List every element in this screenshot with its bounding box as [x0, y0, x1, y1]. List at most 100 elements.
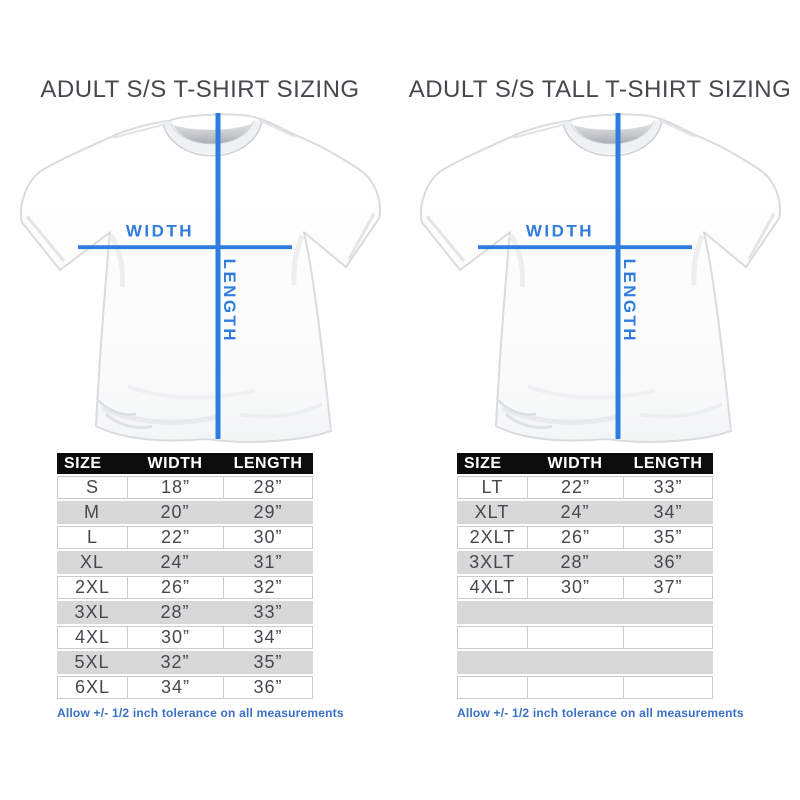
table-cell: 28”: [223, 476, 313, 499]
table-cell: 24”: [127, 551, 223, 574]
table-cell: 30”: [223, 526, 313, 549]
table-header-row: SIZE WIDTH LENGTH: [57, 453, 313, 474]
table-cell: M: [57, 501, 127, 524]
width-label: WIDTH: [126, 221, 194, 240]
size-row-3xlt: 3XLT 28” 36”: [457, 551, 713, 574]
table-cell: [527, 676, 623, 699]
column-header-size: SIZE: [57, 453, 127, 474]
table-cell: [457, 676, 527, 699]
size-row-4xl: 4XL 30” 34”: [57, 626, 313, 649]
size-row-2xl: 2XL 26” 32”: [57, 576, 313, 599]
table-cell: 4XLT: [457, 576, 527, 599]
table-cell: [457, 626, 527, 649]
table-cell: [457, 651, 527, 674]
table-cell: 4XL: [57, 626, 127, 649]
panel-tall-sizing: ADULT S/S TALL T-SHIRT SIZING WIDTH LENG…: [400, 72, 800, 720]
table-cell: 28”: [527, 551, 623, 574]
table-cell: 34”: [223, 626, 313, 649]
table-cell: 18”: [127, 476, 223, 499]
panel-title-tall: ADULT S/S TALL T-SHIRT SIZING: [408, 76, 792, 103]
column-header-width: WIDTH: [127, 453, 223, 474]
table-cell: 35”: [623, 526, 713, 549]
table-cell: 2XL: [57, 576, 127, 599]
column-header-length: LENGTH: [623, 453, 713, 474]
size-row-3xl: 3XL 28” 33”: [57, 601, 313, 624]
size-row-5xl: 5XL 32” 35”: [57, 651, 313, 674]
column-header-length: LENGTH: [223, 453, 313, 474]
table-cell: 26”: [127, 576, 223, 599]
empty-row: [457, 651, 713, 674]
table-cell: XLT: [457, 501, 527, 524]
table-cell: 32”: [127, 651, 223, 674]
table-cell: 32”: [223, 576, 313, 599]
table-cell: 2XLT: [457, 526, 527, 549]
table-cell: 36”: [623, 551, 713, 574]
length-label: LENGTH: [620, 259, 639, 343]
size-table-block-regular: SIZE WIDTH LENGTH S 18” 28” M 20” 29” L 22” 30” XL 24…: [57, 451, 344, 720]
table-cell: 29”: [223, 501, 313, 524]
table-cell: 34”: [623, 501, 713, 524]
shirt-diagram-tall: WIDTH LENGTH: [410, 110, 790, 448]
size-row-lt: LT 22” 33”: [457, 476, 713, 499]
table-cell: XL: [57, 551, 127, 574]
table-cell: 28”: [127, 601, 223, 624]
tshirt-graphic: [421, 114, 780, 441]
table-cell: 22”: [527, 476, 623, 499]
table-cell: 3XL: [57, 601, 127, 624]
table-cell: 26”: [527, 526, 623, 549]
table-cell: [623, 601, 713, 624]
tshirt-illustration: WIDTH LENGTH: [410, 110, 790, 448]
size-chart-table-tall: SIZE WIDTH LENGTH LT 22” 33” XLT 24” 34” 2XLT 26” 3…: [457, 451, 713, 701]
table-cell: 6XL: [57, 676, 127, 699]
panel-regular-sizing: ADULT S/S T-SHIRT SIZING WIDTH LENGTH SI…: [0, 72, 400, 720]
width-label: WIDTH: [526, 221, 594, 240]
table-cell: [527, 626, 623, 649]
size-row-l: L 22” 30”: [57, 526, 313, 549]
table-cell: 30”: [527, 576, 623, 599]
table-cell: 3XLT: [457, 551, 527, 574]
length-label: LENGTH: [220, 259, 239, 343]
size-row-xlt: XLT 24” 34”: [457, 501, 713, 524]
table-cell: 20”: [127, 501, 223, 524]
size-row-6xl: 6XL 34” 36”: [57, 676, 313, 699]
size-table-block-tall: SIZE WIDTH LENGTH LT 22” 33” XLT 24” 34” 2XLT 26” 3…: [457, 451, 744, 720]
table-cell: 33”: [223, 601, 313, 624]
table-cell: 24”: [527, 501, 623, 524]
table-cell: [457, 601, 527, 624]
table-cell: 31”: [223, 551, 313, 574]
empty-row: [457, 601, 713, 624]
table-cell: 34”: [127, 676, 223, 699]
column-header-size: SIZE: [457, 453, 527, 474]
size-row-s: S 18” 28”: [57, 476, 313, 499]
table-cell: 30”: [127, 626, 223, 649]
table-cell: 35”: [223, 651, 313, 674]
table-cell: [527, 601, 623, 624]
table-cell: [623, 676, 713, 699]
shirt-diagram-regular: WIDTH LENGTH: [10, 110, 390, 448]
table-cell: 36”: [223, 676, 313, 699]
table-cell: 37”: [623, 576, 713, 599]
panel-title-regular: ADULT S/S T-SHIRT SIZING: [40, 76, 360, 103]
size-chart-table-regular: SIZE WIDTH LENGTH S 18” 28” M 20” 29” L 22” 30” XL 24…: [57, 451, 313, 701]
table-cell: 5XL: [57, 651, 127, 674]
empty-row: [457, 626, 713, 649]
empty-row: [457, 676, 713, 699]
tolerance-note-regular: Allow +/- 1/2 inch tolerance on all meas…: [57, 706, 344, 720]
size-row-4xlt: 4XLT 30” 37”: [457, 576, 713, 599]
size-row-m: M 20” 29”: [57, 501, 313, 524]
tolerance-note-tall: Allow +/- 1/2 inch tolerance on all meas…: [457, 706, 744, 720]
sizing-chart-sheet: ADULT S/S T-SHIRT SIZING WIDTH LENGTH SI…: [0, 72, 800, 720]
size-row-xl: XL 24” 31”: [57, 551, 313, 574]
table-cell: LT: [457, 476, 527, 499]
table-cell: [623, 651, 713, 674]
tshirt-graphic: [21, 114, 380, 441]
table-cell: [527, 651, 623, 674]
table-header-row: SIZE WIDTH LENGTH: [457, 453, 713, 474]
table-cell: [623, 626, 713, 649]
table-cell: 33”: [623, 476, 713, 499]
table-cell: L: [57, 526, 127, 549]
column-header-width: WIDTH: [527, 453, 623, 474]
table-cell: 22”: [127, 526, 223, 549]
table-cell: S: [57, 476, 127, 499]
tshirt-illustration: WIDTH LENGTH: [10, 110, 390, 448]
